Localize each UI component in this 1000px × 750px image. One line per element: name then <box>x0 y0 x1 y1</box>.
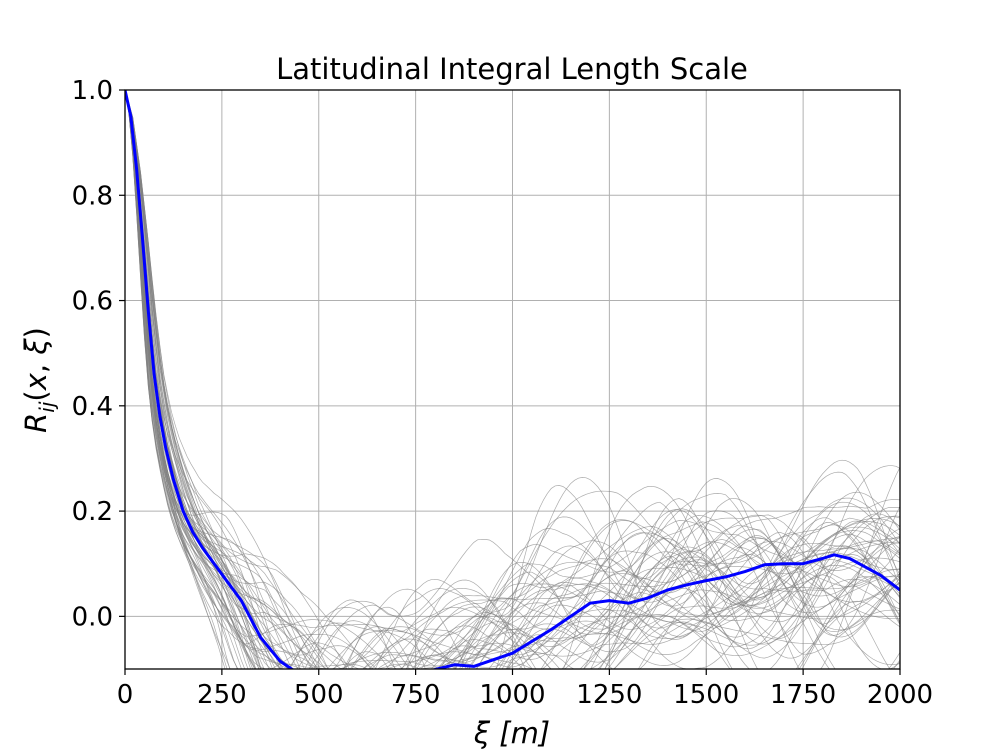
x-axis-ticks: 0 250 500 750 1000 1250 1500 1750 2000 <box>117 669 933 710</box>
ensemble-line <box>125 90 900 669</box>
ensemble-line <box>125 90 900 669</box>
ensemble-line <box>125 90 900 669</box>
ensemble-line <box>125 90 900 669</box>
x-tick-label: 1500 <box>673 680 739 710</box>
ensemble-line <box>125 90 900 669</box>
ensemble-line <box>125 90 900 669</box>
y-tick-label: 0.0 <box>72 602 113 632</box>
ensemble-line <box>125 90 900 669</box>
x-tick-label: 1750 <box>770 680 836 710</box>
ensemble-line <box>125 90 900 669</box>
x-tick-label: 0 <box>117 680 134 710</box>
y-axis-ticks: 0.0 0.2 0.4 0.6 0.8 1.0 <box>72 76 125 632</box>
ensemble-line <box>125 90 900 669</box>
ensemble-line <box>125 90 900 669</box>
ensemble-line <box>125 90 900 669</box>
ensemble-line <box>125 90 900 669</box>
ensemble-line <box>125 90 900 669</box>
chart-title: Latitudinal Integral Length Scale <box>276 52 748 86</box>
x-axis-label: ξ [m] <box>473 716 550 750</box>
grid-lines <box>124 89 901 669</box>
ensemble-line <box>125 90 900 669</box>
ensemble-line <box>125 90 900 669</box>
ensemble-line <box>125 90 900 669</box>
y-tick-label: 0.8 <box>72 181 113 211</box>
x-tick-label: 1250 <box>576 680 642 710</box>
ensemble-line <box>125 90 900 669</box>
x-tick-label: 1000 <box>479 680 545 710</box>
x-tick-label: 500 <box>294 680 344 710</box>
mean-line <box>125 90 900 669</box>
x-tick-label: 250 <box>197 680 247 710</box>
ensemble-line <box>125 90 900 669</box>
x-tick-label: 750 <box>391 680 441 710</box>
mean-series <box>125 90 900 669</box>
ensemble-line <box>125 90 900 669</box>
ensemble-line <box>125 90 900 669</box>
ensemble-line <box>125 90 900 669</box>
y-tick-label: 0.6 <box>72 287 113 317</box>
ensemble-line <box>125 90 900 669</box>
y-axis-label: Rij(x, ξ) <box>19 327 59 433</box>
x-tick-label: 2000 <box>867 680 933 710</box>
ensemble-line <box>125 90 900 669</box>
y-tick-label: 0.2 <box>72 497 113 527</box>
ensemble-line <box>125 90 900 669</box>
ensemble-line <box>125 90 900 669</box>
y-tick-label: 0.4 <box>72 392 113 422</box>
ensemble-line <box>125 90 900 669</box>
y-tick-label: 1.0 <box>72 76 113 106</box>
